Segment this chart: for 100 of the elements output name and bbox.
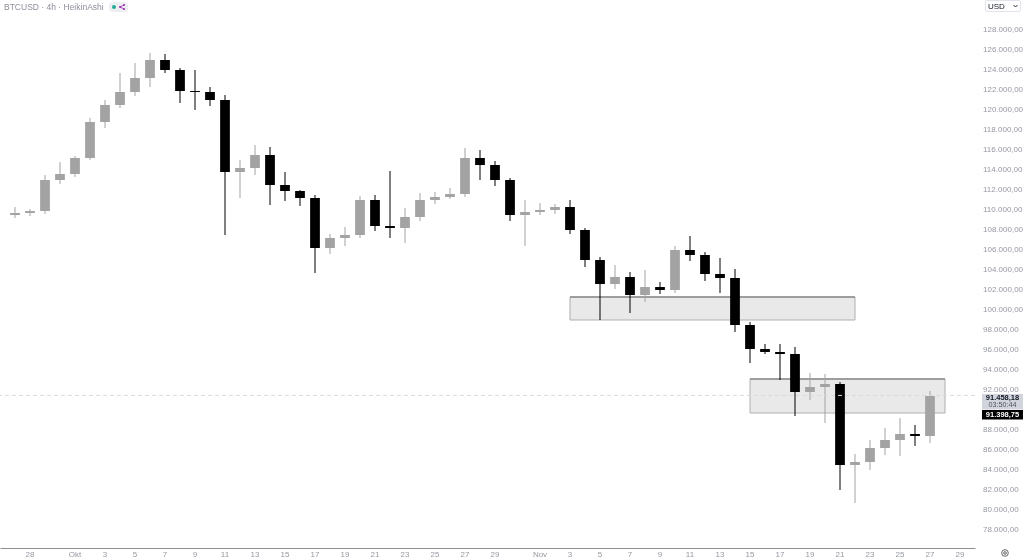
- candlestick: [115, 72, 125, 109]
- x-tick-label: 23: [400, 550, 410, 559]
- x-tick-label: Okt: [68, 550, 82, 559]
- candlestick: [190, 69, 200, 111]
- y-tick-label: 116.000,00: [983, 145, 1023, 154]
- y-tick-label: 88.000,00: [983, 425, 1020, 434]
- candlestick: [865, 439, 875, 471]
- candlestick: [745, 321, 755, 364]
- x-tick-label: 21: [370, 550, 380, 559]
- candlestick: [100, 99, 110, 129]
- candlestick: [295, 189, 305, 207]
- candlestick: [25, 208, 35, 217]
- candlestick: [520, 199, 530, 247]
- y-tick-label: 78.000,00: [983, 525, 1020, 534]
- x-tick-label: 19: [805, 550, 815, 559]
- x-tick-label: 11: [220, 550, 230, 559]
- candlestick: [325, 233, 335, 255]
- x-tick-label: 25: [895, 550, 905, 559]
- candlestick: [685, 235, 695, 262]
- y-tick-label: 112.000,00: [983, 185, 1023, 194]
- candlestick: [850, 453, 860, 504]
- candlestick: [475, 149, 485, 181]
- candlestick: [910, 424, 920, 447]
- x-tick-label: 21: [835, 550, 845, 559]
- candlestick: [535, 202, 545, 216]
- y-tick-label: 110.000,00: [983, 205, 1023, 214]
- dropdown: USD: [985, 0, 1021, 12]
- y-tick-label: 92.000,00: [983, 385, 1020, 394]
- candlestick: [130, 62, 140, 97]
- candlestick: [400, 207, 410, 244]
- x-tick-label: 13: [715, 550, 725, 559]
- y-tick-label: 122.000,00: [983, 85, 1024, 94]
- x-tick-label: 11: [685, 550, 695, 559]
- y-tick-label: 120.000,00: [983, 105, 1024, 114]
- y-tick-label: 124.000,00: [983, 65, 1024, 74]
- y-axis-title: USD: [988, 1, 1005, 11]
- candlestick: [760, 343, 770, 355]
- candlestick: [595, 256, 605, 321]
- y-tick-label: 86.000,00: [983, 445, 1020, 454]
- candlestick: [205, 86, 215, 107]
- y-tick-label: 104.000,00: [983, 265, 1024, 274]
- y-tick-label: 126.000,00: [983, 45, 1024, 54]
- candlestick: [625, 271, 635, 314]
- y-tick-label: 128.000,00: [983, 25, 1024, 34]
- candlestick: [445, 187, 455, 200]
- x-tick-label: 25: [430, 550, 440, 559]
- candlestick: [715, 257, 725, 294]
- x-tick-label: 9: [192, 550, 198, 559]
- candlestick: [490, 160, 500, 187]
- candlestick: [880, 427, 890, 456]
- candlestick: [340, 226, 350, 247]
- x-tick-label: 28: [25, 550, 35, 559]
- y-tick-label: 114.000,00: [983, 165, 1023, 174]
- x-tick-label: 17: [775, 550, 785, 559]
- candlestick: [655, 281, 665, 295]
- candlestick: [550, 203, 560, 215]
- candlestick: [385, 170, 395, 239]
- candlestick: [775, 343, 785, 381]
- x-tick-label: 27: [925, 550, 935, 559]
- x-tick-label: Nov: [532, 550, 548, 559]
- chart-title: BTCUSD · 4h · HeikinAshi: [4, 1, 104, 12]
- y-tick-label: 82.000,00: [983, 485, 1020, 494]
- x-tick-label: 7: [627, 550, 633, 559]
- y-tick-label: 80.000,00: [983, 505, 1020, 514]
- x-tick-label: 5: [597, 550, 603, 559]
- x-tick-label: 29: [955, 550, 965, 559]
- x-tick-label: 13: [250, 550, 260, 559]
- candlestick: [895, 417, 905, 457]
- candlestick: [565, 199, 575, 235]
- y-tick-label: 96.000,00: [983, 345, 1020, 354]
- candlestick: [250, 144, 260, 176]
- x-tick-label: 15: [280, 550, 290, 559]
- x-tick-label: 15: [745, 550, 755, 559]
- candlestick: [70, 155, 80, 178]
- x-tick-label: 5: [132, 550, 138, 559]
- candlestick: [10, 206, 20, 219]
- candlestick: [55, 161, 65, 185]
- x-tick-label: 19: [340, 550, 350, 559]
- candlestick: [175, 67, 185, 104]
- y-tick-label: 98.000,00: [983, 325, 1020, 334]
- y-tick-label: 102.000,00: [983, 285, 1024, 294]
- candlestick: [235, 159, 245, 199]
- candlestick: [610, 264, 620, 290]
- y-tick-label: 94.000,00: [983, 365, 1020, 374]
- y-tick-label: 108.000,00: [983, 225, 1024, 234]
- x-tick-label: 7: [162, 550, 168, 559]
- x-tick-label: 9: [657, 550, 663, 559]
- y-tick-label: 100.000,00: [983, 305, 1024, 314]
- candlestick: [415, 192, 425, 222]
- x-tick-label: 3: [102, 550, 108, 559]
- candlestick: [700, 251, 710, 282]
- x-tick-label: 23: [865, 550, 875, 559]
- x-tick-label: 29: [490, 550, 500, 559]
- candlestick: [160, 53, 170, 74]
- x-tick-label: 17: [310, 550, 320, 559]
- y-tick-label: 106.000,00: [983, 245, 1024, 254]
- x-tick-label: 3: [567, 550, 573, 559]
- y-tick-label: 118.000,00: [983, 125, 1023, 134]
- x-tick-label: 27: [460, 550, 470, 559]
- candlestick: [145, 52, 155, 88]
